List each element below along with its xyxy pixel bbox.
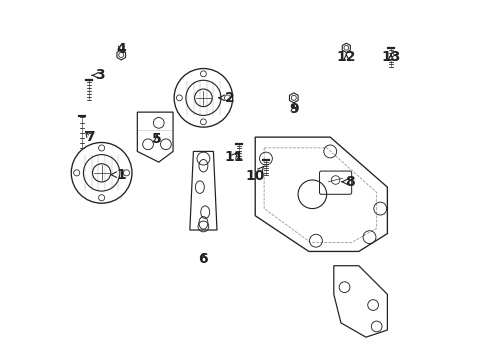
Text: 2: 2	[219, 91, 235, 105]
Text: 8: 8	[341, 175, 354, 189]
Text: 1: 1	[110, 168, 126, 182]
Text: 4: 4	[116, 41, 126, 55]
Text: 9: 9	[288, 102, 298, 116]
Text: 11: 11	[224, 150, 243, 164]
Text: 6: 6	[198, 252, 208, 266]
Text: 3: 3	[92, 68, 104, 82]
Text: 7: 7	[85, 130, 95, 144]
Text: 12: 12	[336, 50, 355, 64]
Text: 5: 5	[152, 132, 162, 146]
Text: 10: 10	[245, 166, 264, 184]
Text: 13: 13	[381, 50, 400, 64]
